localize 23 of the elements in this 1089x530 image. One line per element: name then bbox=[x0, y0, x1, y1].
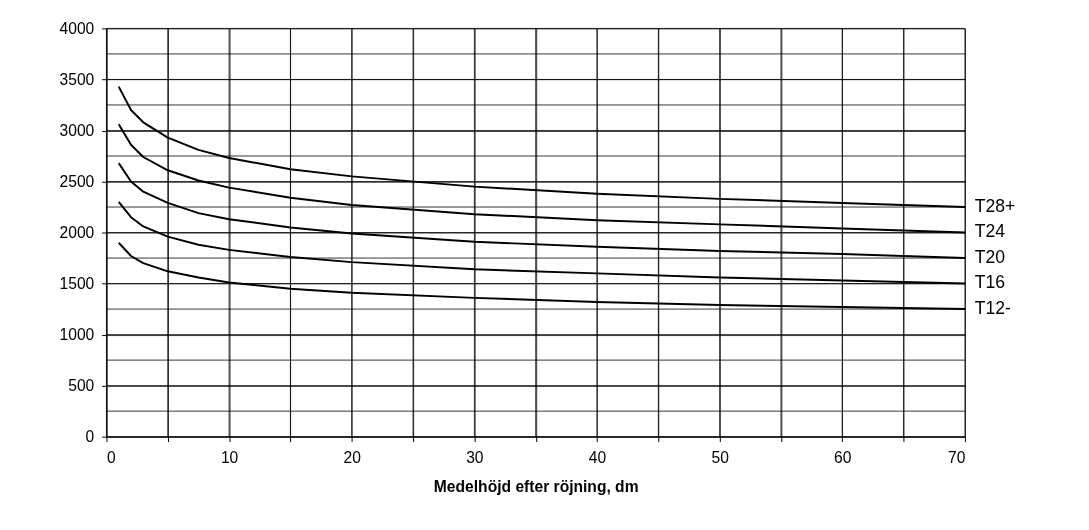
x-tick-label: 20 bbox=[343, 448, 362, 466]
x-tick-label: 60 bbox=[834, 448, 852, 466]
x-tick-label: 30 bbox=[466, 448, 484, 466]
series-label: T28+ bbox=[974, 195, 1016, 216]
x-tick-label: 0 bbox=[106, 448, 116, 466]
y-tick-label: 2500 bbox=[59, 172, 95, 190]
x-tick-label: 10 bbox=[220, 448, 239, 466]
x-tick-label: 70 bbox=[948, 448, 966, 466]
y-tick-label: 500 bbox=[68, 377, 95, 394]
x-tick-label: 40 bbox=[588, 448, 607, 466]
y-tick-label: 1500 bbox=[59, 274, 95, 292]
y-tick-label: 1000 bbox=[59, 325, 95, 343]
series-label: T16 bbox=[974, 272, 1006, 293]
x-axis-title: Medelhöjd efter röjning, dm bbox=[433, 477, 639, 495]
series-label: T12- bbox=[974, 297, 1012, 318]
y-tick-label: 3000 bbox=[59, 121, 95, 139]
y-tick-label: 2000 bbox=[59, 223, 95, 241]
series-label: T24 bbox=[974, 221, 1006, 242]
x-tick-label: 50 bbox=[711, 448, 730, 466]
y-tick-label: 0 bbox=[85, 428, 95, 446]
y-tick-label: 3500 bbox=[59, 70, 95, 88]
series-label: T20 bbox=[974, 246, 1006, 267]
y-tick-label: 4000 bbox=[59, 19, 95, 37]
